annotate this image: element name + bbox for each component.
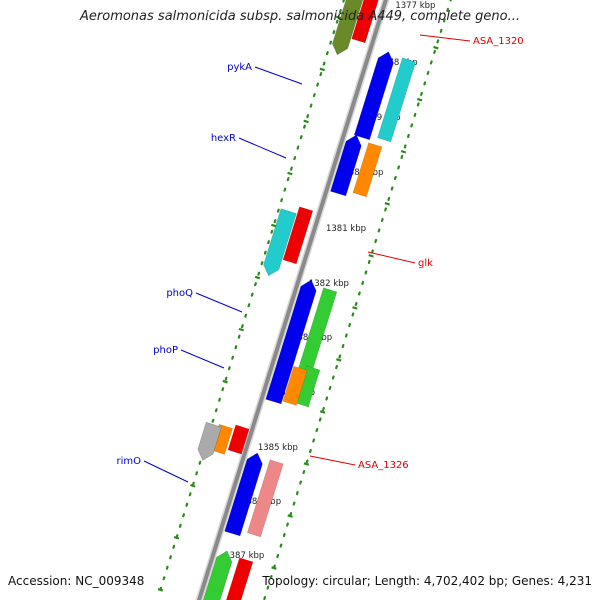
gene-arrow — [332, 0, 364, 56]
gene-label-leader — [238, 137, 287, 159]
gene-arrow — [353, 51, 394, 141]
reverse-major-tick — [238, 327, 245, 332]
kbp-tick-label: 1379 kbp — [361, 113, 401, 123]
reverse-major-tick — [335, 15, 342, 20]
gene-label-leader — [180, 349, 225, 369]
forward-major-tick — [433, 45, 439, 50]
reverse-major-tick — [190, 483, 196, 488]
reverse-major-tick — [319, 67, 326, 72]
gene-label-leader — [309, 455, 356, 466]
gene-label: phoP — [153, 345, 178, 356]
gene-block — [377, 57, 417, 143]
forward-major-tick — [400, 149, 407, 154]
gene-block — [227, 424, 250, 455]
reverse-major-tick — [222, 379, 228, 384]
forward-major-tick — [368, 254, 374, 258]
reverse-guide-line — [156, 0, 346, 600]
kbp-tick-label: 1378 kbp — [378, 58, 418, 68]
gene-label: glk — [418, 258, 433, 269]
gene-label: pykA — [227, 62, 252, 73]
gene-label: phoQ — [166, 288, 193, 299]
kbp-tick-label: 1381 kbp — [326, 224, 366, 234]
gene-label: rimO — [116, 456, 141, 467]
kbp-tick-label: 1385 kbp — [258, 443, 298, 453]
gene-block — [282, 206, 314, 265]
kbp-tick-label: 1377 kbp — [395, 1, 435, 11]
gene-label: ASA_1326 — [358, 460, 409, 471]
gene-label-leader — [195, 292, 243, 313]
gene-block — [282, 365, 308, 406]
gene-label-leader — [143, 460, 189, 483]
reverse-major-tick — [303, 119, 309, 124]
reverse-major-tick — [287, 171, 293, 176]
gene-label: ASA_1320 — [473, 36, 524, 47]
gene-label-leader — [254, 66, 303, 85]
gene-block — [226, 557, 254, 600]
gene-block — [246, 459, 284, 538]
forward-major-tick — [352, 306, 358, 310]
gene-label: hexR — [211, 133, 236, 144]
forward-major-tick — [287, 514, 293, 518]
forward-major-tick — [384, 202, 391, 206]
forward-major-tick — [416, 97, 423, 102]
reverse-major-tick — [173, 535, 180, 540]
forward-major-tick — [303, 462, 310, 466]
forward-major-tick — [271, 566, 277, 570]
gene-arrow — [330, 134, 362, 197]
reverse-major-tick — [157, 588, 164, 592]
genome-summary-text: Topology: circular; Length: 4,702,402 bp… — [262, 574, 592, 588]
gene-arrow — [202, 550, 233, 600]
gene-arrow — [263, 208, 297, 277]
gene-arrow — [197, 421, 222, 461]
reverse-major-tick — [271, 223, 277, 228]
gene-arrow — [265, 356, 293, 405]
reverse-major-tick — [254, 275, 261, 280]
gene-arrow — [224, 452, 263, 537]
accession-text: Accession: NC_009348 — [8, 574, 145, 588]
gene-block — [351, 0, 379, 44]
backbone-line — [197, 0, 388, 600]
kbp-tick-label: 1382 kbp — [309, 279, 349, 289]
forward-major-tick — [336, 358, 342, 362]
forward-guide-line — [262, 0, 452, 600]
kbp-tick-label: 1387 kbp — [224, 551, 264, 561]
forward-major-tick — [319, 410, 326, 414]
genome-title: Aeromonas salmonicida subsp. salmonicida… — [80, 9, 520, 24]
gene-label-leader — [367, 251, 416, 264]
gene-block — [352, 142, 383, 198]
gene-label-leader — [419, 34, 471, 42]
